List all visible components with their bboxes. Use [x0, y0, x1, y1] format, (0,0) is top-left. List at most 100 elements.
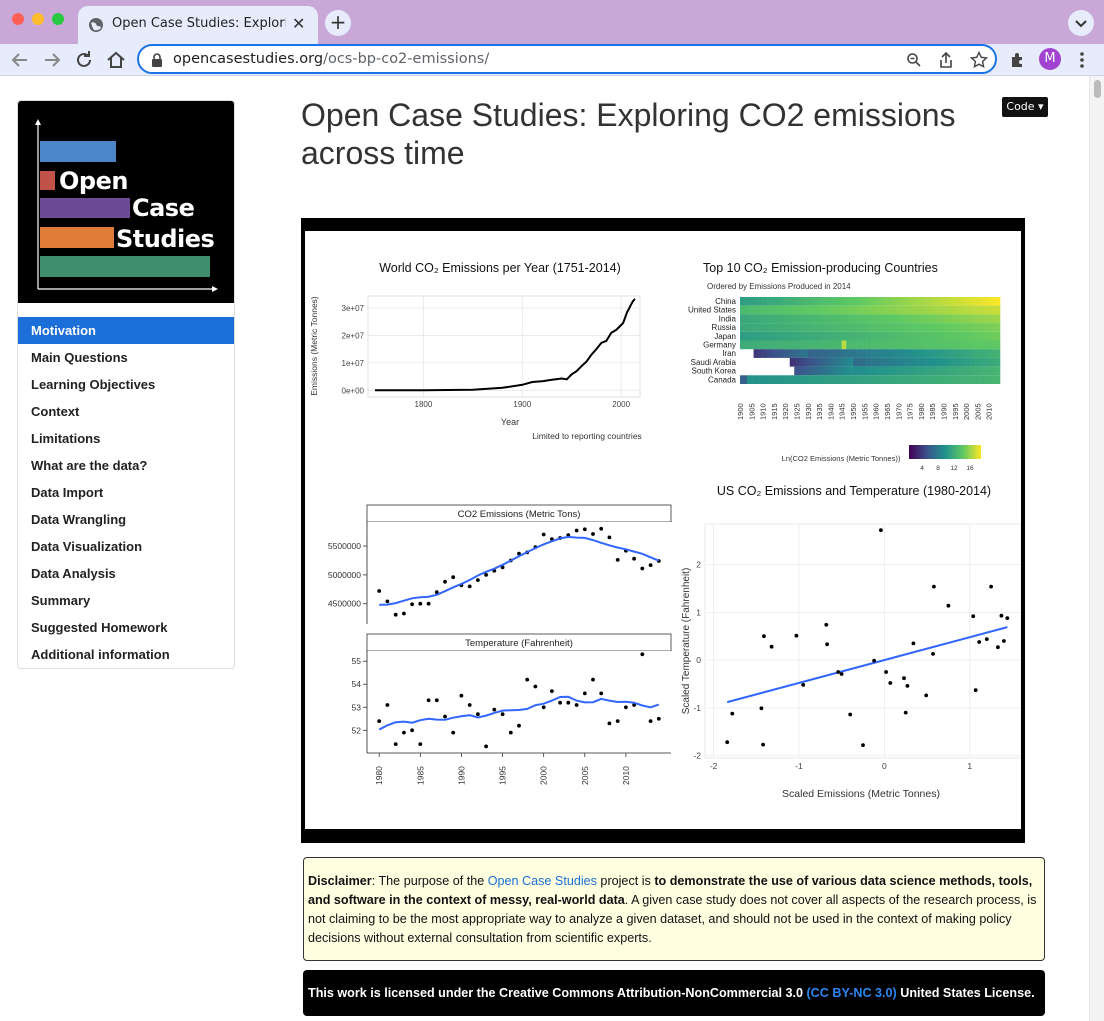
heatmap-cell: [837, 331, 840, 341]
facet-point: [648, 563, 653, 567]
heatmap-cell: [873, 314, 876, 324]
facet-point: [599, 691, 604, 696]
heatmap-cell: [864, 349, 867, 358]
forward-icon[interactable]: [40, 48, 64, 72]
heatmap-cell: [948, 340, 951, 350]
back-icon[interactable]: [8, 48, 32, 72]
toc-item-data-import[interactable]: Data Import: [31, 485, 104, 500]
heatmap-cell: [884, 323, 888, 332]
heatmap-cell: [902, 314, 906, 324]
address-bar[interactable]: opencasestudies.org/ocs-bp-co2-emissions…: [137, 44, 997, 74]
logo-word-open: Open: [59, 167, 128, 195]
heatmap-cell: [977, 331, 980, 341]
tab-close-icon[interactable]: ✕: [292, 14, 306, 33]
toc-item-learning-objectives[interactable]: Learning Objectives: [31, 377, 156, 392]
maximize-window-button[interactable]: [52, 13, 64, 25]
zoom-icon[interactable]: [906, 52, 922, 68]
chart2-xtick: 2005: [973, 403, 982, 420]
toc-item-additional-information[interactable]: Additional information: [31, 647, 170, 662]
heatmap-cell: [961, 323, 965, 332]
toc-item-data-wrangling[interactable]: Data Wrangling: [31, 512, 127, 527]
chart5-point: [984, 637, 989, 641]
heatmap-cell: [866, 323, 870, 332]
browser-menu-icon[interactable]: [1074, 50, 1090, 70]
heatmap-cell: [753, 305, 757, 315]
heatmap-cell: [896, 314, 899, 324]
toc-item-what-are-the-data[interactable]: What are the data?: [31, 458, 148, 473]
heatmap-cell: [794, 314, 797, 324]
heatmap-cell: [825, 366, 829, 376]
heatmap-cell: [780, 305, 784, 315]
code-button[interactable]: Code ▾: [1002, 97, 1048, 117]
chart5-point: [848, 712, 853, 717]
heatmap-cell: [853, 375, 856, 384]
heatmap-cell: [988, 357, 992, 367]
facet-ytick: 5500000: [328, 541, 361, 551]
heatmap-cell: [862, 323, 865, 332]
heatmap-cell: [796, 314, 800, 324]
reload-icon[interactable]: [72, 48, 96, 72]
heatmap-cell: [764, 331, 768, 341]
heatmap-cell: [767, 314, 770, 324]
heatmap-cell: [801, 366, 804, 376]
heatmap-cell: [882, 357, 885, 367]
facet-point: [582, 691, 587, 696]
tab-search-button[interactable]: [1068, 10, 1094, 36]
heatmap-cell: [884, 357, 888, 367]
heatmap-cell: [755, 305, 759, 315]
toc-item-summary[interactable]: Summary: [31, 593, 91, 608]
scrollbar-thumb[interactable]: [1094, 80, 1101, 98]
close-window-button[interactable]: [12, 13, 24, 25]
home-icon[interactable]: [104, 48, 128, 72]
heatmap-cell: [864, 366, 867, 376]
heatmap-cell: [877, 323, 881, 332]
heatmap-cell: [841, 357, 845, 367]
profile-avatar[interactable]: M: [1039, 48, 1061, 70]
heatmap-cell: [952, 366, 956, 376]
heatmap-cell: [751, 331, 754, 341]
toc-item-motivation[interactable]: Motivation: [18, 317, 234, 344]
heatmap-cell: [975, 349, 978, 358]
chart5-point: [1002, 639, 1006, 643]
bookmark-star-icon[interactable]: [970, 51, 988, 69]
heatmap-cell: [950, 349, 953, 358]
share-icon[interactable]: [938, 51, 954, 69]
toc-item-limitations[interactable]: Limitations: [31, 431, 101, 446]
heatmap-cell: [916, 349, 919, 358]
toc-item-data-analysis[interactable]: Data Analysis: [31, 566, 116, 581]
heatmap-cell: [837, 357, 840, 367]
toc-item-suggested-homework[interactable]: Suggested Homework: [31, 620, 168, 635]
page-scrollbar[interactable]: [1089, 76, 1104, 1021]
heatmap-cell: [891, 349, 895, 358]
heatmap-cell: [950, 323, 953, 332]
open-case-studies-link[interactable]: Open Case Studies: [487, 874, 597, 888]
minimize-window-button[interactable]: [32, 13, 44, 25]
heatmap-cell: [907, 323, 910, 332]
heatmap-cell: [927, 375, 931, 384]
open-case-studies-logo[interactable]: Open Case Studies: [18, 101, 234, 303]
heatmap-cell: [923, 297, 926, 306]
extensions-icon[interactable]: [1008, 50, 1028, 70]
heatmap-cell: [963, 349, 967, 358]
heatmap-cell: [889, 357, 892, 367]
heatmap-cell: [961, 305, 965, 315]
heatmap-cell: [859, 297, 863, 306]
heatmap-cell: [749, 331, 752, 341]
new-tab-button[interactable]: +: [325, 10, 351, 36]
heatmap-cell: [988, 314, 992, 324]
heatmap-cell: [995, 305, 999, 315]
heatmap-cell: [941, 357, 944, 367]
heatmap-cell: [936, 305, 940, 315]
heatmap-cell: [805, 366, 809, 376]
heatmap-cell: [782, 323, 786, 332]
heatmap-cell: [812, 305, 815, 315]
toc-item-main-questions[interactable]: Main Questions: [31, 350, 128, 365]
browser-tab[interactable]: Open Case Studies: Exploring CO2 emissio…: [78, 6, 318, 44]
heatmap-cell: [789, 340, 793, 350]
toc-item-data-visualization[interactable]: Data Visualization: [31, 539, 143, 554]
heatmap-cell: [821, 331, 824, 341]
toc-item-context[interactable]: Context: [31, 404, 80, 419]
chart2-row-label: China: [715, 297, 736, 306]
cc-license-link[interactable]: (CC BY-NC 3.0): [806, 986, 897, 1000]
heatmap-cell: [988, 297, 992, 306]
